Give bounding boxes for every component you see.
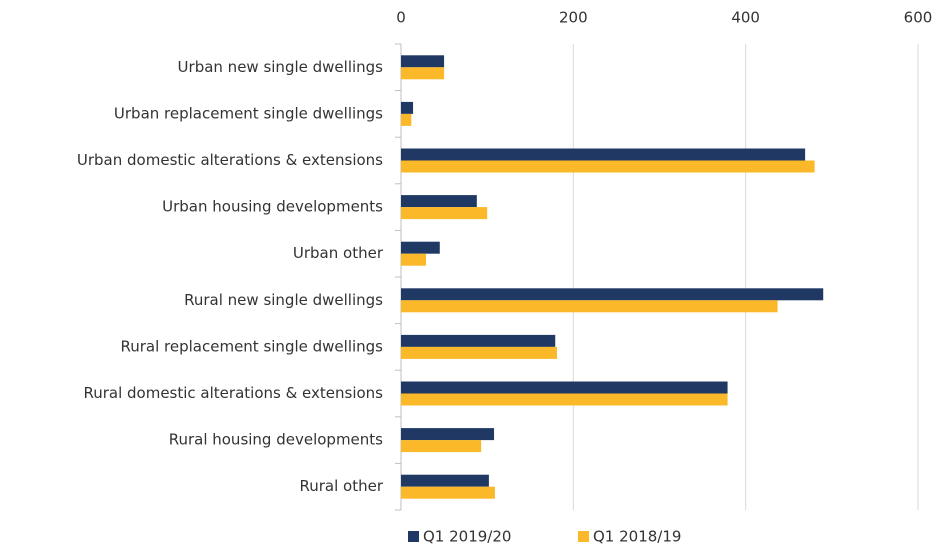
legend-label: Q1 2018/19 bbox=[593, 528, 681, 546]
bar bbox=[401, 300, 778, 313]
x-tick-label: 200 bbox=[559, 9, 588, 27]
bar bbox=[401, 253, 426, 266]
bar bbox=[401, 113, 412, 126]
y-tick-label: Urban new single dwellings bbox=[178, 58, 384, 76]
bar bbox=[401, 486, 495, 499]
y-tick-label: Rural domestic alterations & extensions bbox=[83, 384, 383, 402]
bar bbox=[401, 207, 488, 220]
legend-swatch bbox=[578, 531, 589, 542]
bar bbox=[401, 474, 489, 487]
y-tick-label: Rural replacement single dwellings bbox=[120, 337, 383, 355]
bar bbox=[401, 55, 445, 68]
y-tick-label: Urban replacement single dwellings bbox=[114, 104, 383, 122]
bar bbox=[401, 148, 806, 161]
bar bbox=[401, 428, 495, 441]
bar bbox=[401, 67, 445, 80]
y-tick-label: Urban housing developments bbox=[162, 198, 383, 216]
x-tick-label: 0 bbox=[396, 9, 406, 27]
bar bbox=[401, 381, 728, 394]
bar bbox=[401, 160, 815, 173]
y-tick-label: Rural other bbox=[299, 477, 383, 495]
x-tick-label: 600 bbox=[904, 9, 933, 27]
y-tick-label: Rural housing developments bbox=[169, 431, 383, 449]
y-tick-label: Urban other bbox=[293, 244, 384, 262]
legend-label: Q1 2019/20 bbox=[423, 528, 511, 546]
legend-swatch bbox=[408, 531, 419, 542]
x-tick-label: 400 bbox=[731, 9, 760, 27]
bar bbox=[401, 440, 482, 453]
y-tick-label: Urban domestic alterations & extensions bbox=[77, 151, 383, 169]
bar bbox=[401, 101, 414, 114]
bar bbox=[401, 346, 557, 359]
bar bbox=[401, 393, 728, 406]
bar bbox=[401, 288, 824, 301]
bar bbox=[401, 334, 556, 347]
bar bbox=[401, 241, 440, 254]
bar bbox=[401, 195, 477, 208]
y-tick-label: Rural new single dwellings bbox=[184, 291, 383, 309]
